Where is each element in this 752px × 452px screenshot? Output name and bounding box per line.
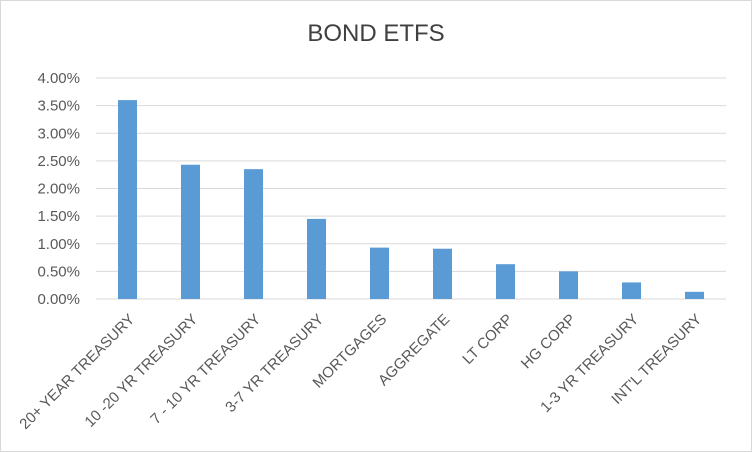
bar <box>622 282 641 299</box>
y-tick-label: 2.00% <box>37 181 80 198</box>
y-tick-label: 2.50% <box>37 153 80 170</box>
y-tick-label: 3.00% <box>37 125 80 142</box>
x-tick-label: 7 - 10 YR TREASURY <box>147 311 264 428</box>
bar <box>181 164 200 299</box>
chart-title: BOND ETFS <box>307 20 445 47</box>
bar <box>307 218 326 299</box>
bar <box>496 264 515 299</box>
y-tick-label: 3.50% <box>37 98 80 115</box>
y-tick-label: 0.50% <box>37 263 80 280</box>
x-tick-label: LT CORP <box>459 311 516 368</box>
bar <box>118 100 137 299</box>
x-tick-label: HG CORP <box>518 311 580 373</box>
bar <box>559 271 578 299</box>
x-tick-label: 20+ YEAR TREASURY <box>16 311 138 433</box>
y-tick-label: 1.50% <box>37 208 80 225</box>
bar <box>370 247 389 299</box>
y-tick-label: 0.00% <box>37 291 80 308</box>
x-tick-label: 10 -20 YR TREASURY <box>81 311 201 431</box>
bar <box>244 169 263 299</box>
y-tick-label: 1.00% <box>37 236 80 253</box>
bar <box>433 248 452 299</box>
y-tick-label: 4.00% <box>37 70 80 87</box>
bar <box>685 291 704 299</box>
